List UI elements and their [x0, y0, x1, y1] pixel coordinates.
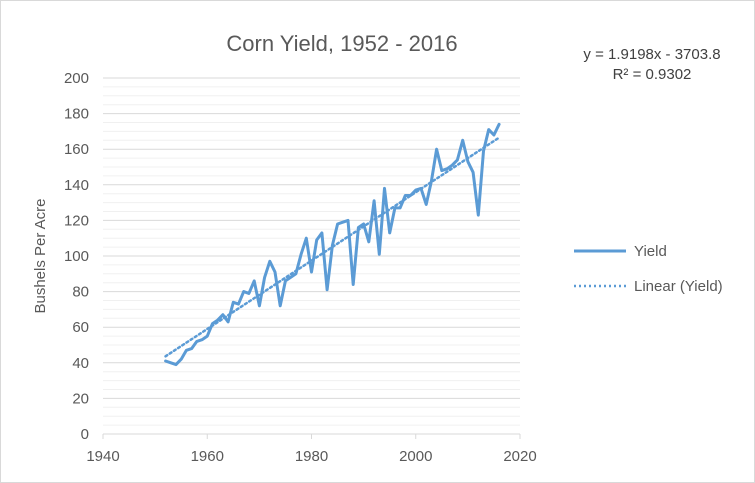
chart-title: Corn Yield, 1952 - 2016 — [226, 31, 457, 56]
x-tick-label: 1940 — [86, 448, 119, 465]
trendline-equation: y = 1.9198x - 3703.8 — [583, 46, 720, 63]
y-tick-label: 20 — [72, 390, 89, 407]
x-tick-label: 2000 — [399, 448, 432, 465]
y-tick-label: 40 — [72, 355, 89, 372]
y-tick-label: 80 — [72, 284, 89, 301]
x-tick-label: 1960 — [191, 448, 224, 465]
x-tick-label: 1980 — [295, 448, 328, 465]
y-tick-label: 120 — [64, 212, 89, 229]
legend-label-yield: Yield — [634, 243, 667, 260]
plot-area: 0 20 40 60 80 100 120 140 160 180 200 1940 1960 1980 2… — [64, 70, 537, 465]
legend: Yield Linear (Yield) — [574, 243, 723, 295]
x-tick-label: 2020 — [503, 448, 536, 465]
y-tick-label: 200 — [64, 70, 89, 87]
y-tick-label: 60 — [72, 319, 89, 336]
y-tick-label: 0 — [81, 426, 89, 443]
series-line-yield — [164, 122, 501, 367]
y-tick-label: 180 — [64, 106, 89, 123]
legend-label-trendline: Linear (Yield) — [634, 278, 723, 295]
y-axis-label: Bushels Per Acre — [32, 198, 49, 313]
y-tick-label: 140 — [64, 177, 89, 194]
y-tick-label: 160 — [64, 141, 89, 158]
trendline-r-squared: R² = 0.9302 — [613, 66, 692, 83]
y-tick-label: 100 — [64, 248, 89, 265]
